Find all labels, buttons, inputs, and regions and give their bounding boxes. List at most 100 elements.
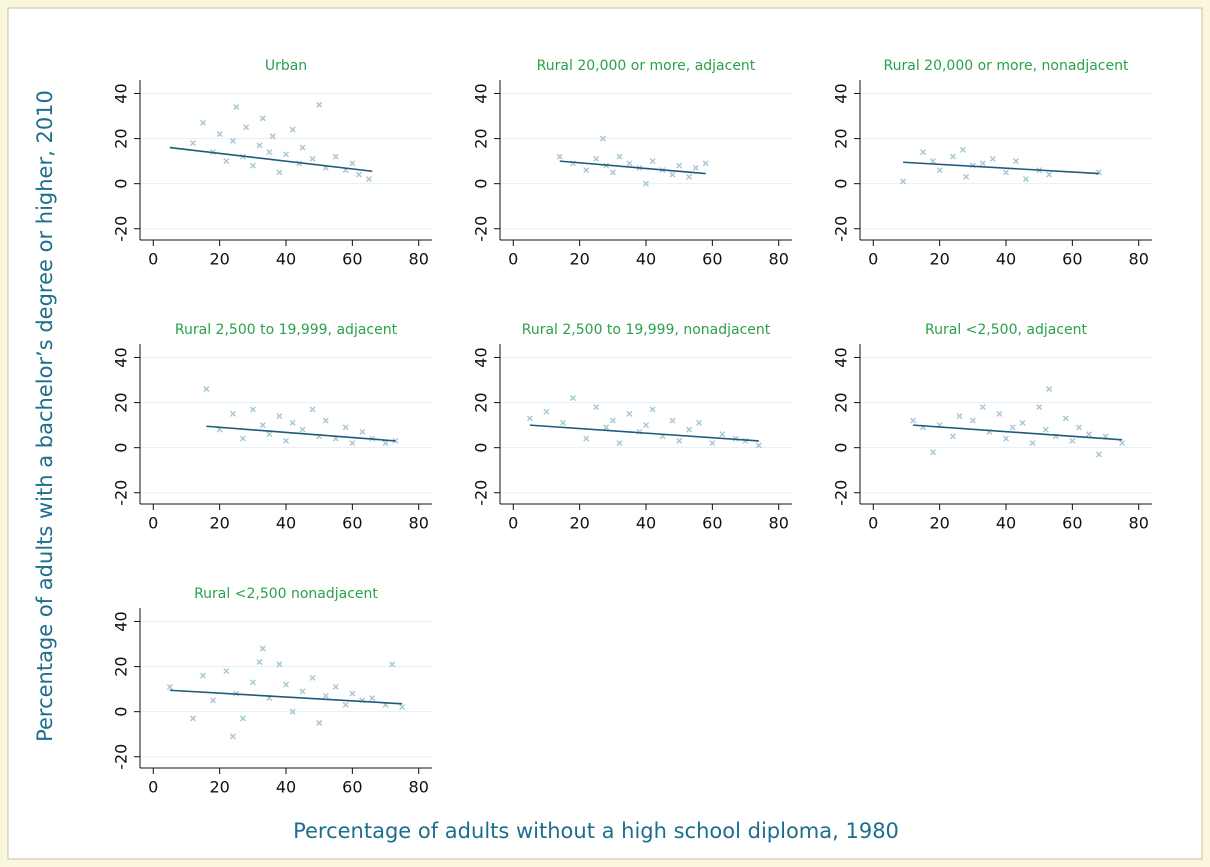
point <box>936 167 943 174</box>
point <box>616 440 623 447</box>
point <box>669 171 676 178</box>
point <box>696 419 703 426</box>
point <box>223 158 230 165</box>
point <box>203 386 210 393</box>
fit-line <box>559 160 706 175</box>
x-tick-label: 60 <box>1062 250 1082 269</box>
x-tick-label: 60 <box>702 514 722 533</box>
fit-line <box>529 424 759 442</box>
point <box>190 140 197 147</box>
x-tick-label: 0 <box>508 514 518 533</box>
x-tick-label: 60 <box>342 778 362 797</box>
point <box>593 404 600 411</box>
y-tick-label: 40 <box>112 83 131 103</box>
point <box>256 659 263 666</box>
x-tick-label: 0 <box>868 514 878 533</box>
point <box>299 688 306 695</box>
point <box>266 431 273 438</box>
point <box>289 708 296 715</box>
fit-line <box>169 689 403 705</box>
point <box>929 158 937 165</box>
point <box>1009 424 1016 431</box>
x-tick-label: 80 <box>409 514 429 533</box>
point <box>190 715 197 722</box>
point <box>686 173 693 180</box>
x-tick-label: 60 <box>342 250 362 269</box>
x-tick-label: 40 <box>996 250 1016 269</box>
y-tick-label: -20 <box>832 480 851 506</box>
point <box>259 115 266 122</box>
point <box>299 144 306 151</box>
point <box>526 415 533 422</box>
fit-line <box>169 146 373 173</box>
point <box>282 681 290 688</box>
point <box>342 424 349 431</box>
point <box>256 142 263 149</box>
fit-line <box>206 425 396 442</box>
point <box>609 169 616 176</box>
x-tick-label: 40 <box>636 250 656 269</box>
x-tick-label: 20 <box>569 514 589 533</box>
point <box>223 668 230 675</box>
point <box>920 149 927 156</box>
y-tick-label: 20 <box>112 392 131 412</box>
point <box>355 171 363 178</box>
y-tick-label: -20 <box>472 480 491 506</box>
point <box>1002 169 1010 176</box>
point <box>963 173 970 180</box>
point <box>755 442 762 449</box>
x-tick-label: 60 <box>1062 514 1082 533</box>
x-tick-label: 40 <box>276 250 296 269</box>
point <box>1062 415 1069 422</box>
point <box>259 422 266 429</box>
point <box>996 410 1003 417</box>
point <box>309 406 316 413</box>
point <box>249 679 256 686</box>
point <box>216 131 223 138</box>
point <box>309 155 316 162</box>
x-tick-label: 20 <box>209 250 229 269</box>
point <box>1019 419 1026 426</box>
point <box>583 167 590 174</box>
point <box>365 176 372 183</box>
point <box>322 692 329 699</box>
point <box>709 440 716 447</box>
point <box>979 404 986 411</box>
point <box>266 149 273 156</box>
fit-line <box>903 161 1099 175</box>
point <box>556 153 563 160</box>
y-tick-label: 40 <box>112 347 131 367</box>
y-tick-label: 0 <box>472 179 491 189</box>
point <box>229 410 236 417</box>
point <box>282 151 290 158</box>
point <box>626 410 633 417</box>
point <box>1119 440 1126 447</box>
point <box>316 719 323 726</box>
y-tick-label: 0 <box>832 179 851 189</box>
x-tick-label: 20 <box>929 514 949 533</box>
point <box>249 162 256 169</box>
point <box>1036 404 1043 411</box>
point <box>259 645 266 652</box>
y-tick-label: 20 <box>112 656 131 676</box>
point <box>200 119 207 126</box>
y-tick-label: 0 <box>112 179 131 189</box>
x-tick-label: 80 <box>1129 250 1149 269</box>
point <box>956 413 963 420</box>
x-tick-label: 40 <box>276 778 296 797</box>
x-tick-label: 0 <box>868 250 878 269</box>
point <box>342 701 349 708</box>
fit-line <box>913 424 1123 441</box>
x-tick-label: 0 <box>148 514 158 533</box>
y-tick-label: 20 <box>472 128 491 148</box>
point <box>603 424 610 431</box>
point <box>949 433 956 440</box>
point <box>166 683 173 690</box>
y-axis-label: Percentage of adults with a bachelor’s d… <box>33 90 57 742</box>
point <box>1022 176 1029 183</box>
y-tick-label: 40 <box>112 611 131 631</box>
x-tick-label: 20 <box>209 514 229 533</box>
panel-title: Rural <2,500, adjacent <box>925 322 1087 338</box>
y-tick-label: 0 <box>112 443 131 453</box>
